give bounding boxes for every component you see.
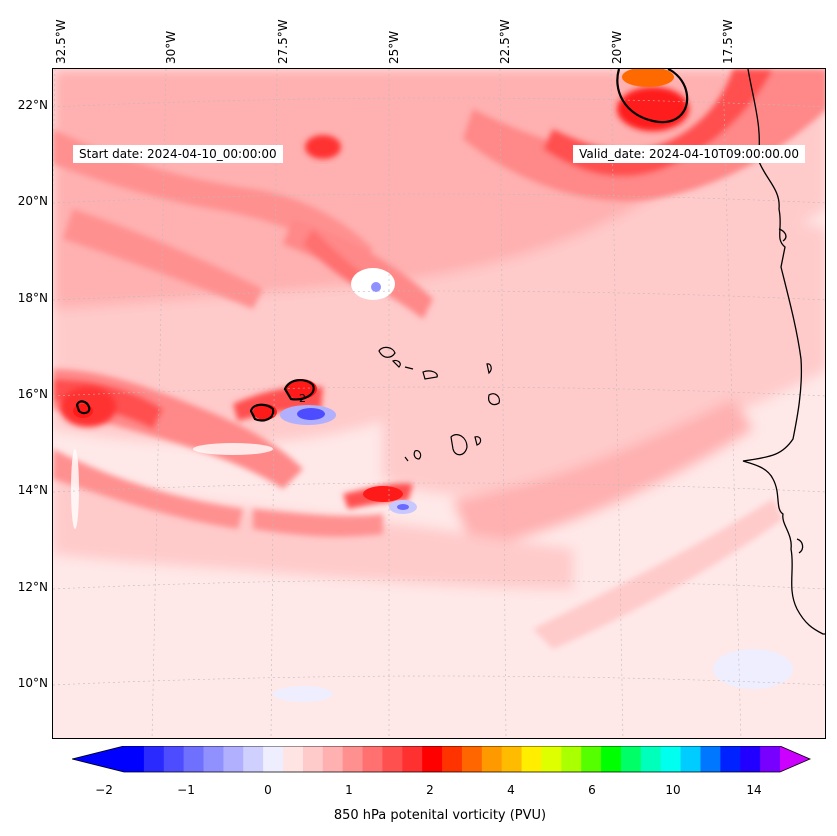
lat-label-18n: 18°N [17,291,48,305]
lon-label-27-5w: 27.5°W [276,19,290,64]
colorbar-swatch [581,746,602,772]
colorbar-tick-5: 4 [507,783,515,797]
colorbar-swatch [124,746,145,772]
lat-label-10n: 10°N [17,676,48,690]
colorbar-swatch [680,746,701,772]
pv-field: 2 [53,69,825,738]
valid-date-label: Valid_date: 2024-04-10T09:00:00.00 [573,145,805,163]
colorbar-swatch [422,746,443,772]
colorbar-tick-1: −1 [177,783,195,797]
lat-label-22n: 22°N [17,98,48,112]
lat-label-14n: 14°N [17,483,48,497]
colorbar-swatch [143,746,165,772]
colorbar-tick-3: 1 [345,783,353,797]
colorbar-swatch [720,746,741,772]
colorbar-swatch [700,746,721,772]
lat-label-12n: 12°N [17,580,48,594]
colorbar-swatch [243,746,264,772]
colorbar-swatch [402,746,423,772]
contour-label: 2 [299,392,306,405]
colorbar-swatch [660,746,682,772]
colorbar-swatch [461,746,483,772]
colorbar-under-arrow [72,746,124,772]
colorbar-swatch [362,746,383,772]
colorbar-label: 850 hPa potenital vorticity (PVU) [333,808,547,823]
colorbar-tick-7: 10 [665,783,681,797]
colorbar-swatch [263,746,284,772]
colorbar-swatch [760,746,781,772]
colorbar-tick-0: −2 [95,783,113,797]
colorbar-tick-6: 6 [588,783,596,797]
coastline [742,69,825,635]
colorbar-swatch [283,746,304,772]
colorbar-swatch [740,746,761,772]
colorbar-swatch [223,746,244,772]
colorbar-swatch [342,746,364,772]
colorbar-swatch [620,746,642,772]
pv-negative-region [71,268,793,702]
colorbar-over-arrow [780,746,810,772]
lon-label-25w: 25°W [387,30,401,64]
colorbar-swatch [481,746,503,772]
colorbar-swatch [640,746,662,772]
pv-2-contours [75,69,689,422]
colorbar-swatch [442,746,463,772]
colorbar-swatch [302,746,324,772]
lon-label-32-5w: 32.5°W [54,19,68,64]
colorbar-swatch [501,746,523,772]
lon-label-17-5w: 17.5°W [721,19,735,64]
colorbar-swatch [601,746,622,772]
lon-label-30w: 30°W [164,30,178,64]
colorbar-tick-2: 0 [264,783,272,797]
colorbar-tick-8: 14 [746,783,762,797]
lon-label-22-5w: 22.5°W [498,19,512,64]
colorbar-swatch [521,746,542,772]
colorbar-outline [72,746,812,773]
colorbar-tick-4: 2 [426,783,434,797]
lat-label-16n: 16°N [17,387,48,401]
colorbar-swatch [322,746,344,772]
colorbar-swatch [203,746,224,772]
colorbar-swatch [541,746,562,772]
colorbar-swatch [382,746,403,772]
colorbar-swatch [561,746,582,772]
colorbar-swatch [163,746,185,772]
colorbar [72,746,812,773]
lat-label-20n: 20°N [17,194,48,208]
lon-label-20w: 20°W [610,30,624,64]
start-date-label: Start date: 2024-04-10_00:00:00 [73,145,283,163]
map-panel: 2 Start date: 2024-04-10_00:00:00 Valid_… [52,68,826,739]
islands [378,346,500,462]
graticule [53,69,825,738]
colorbar-swatch [183,746,205,772]
